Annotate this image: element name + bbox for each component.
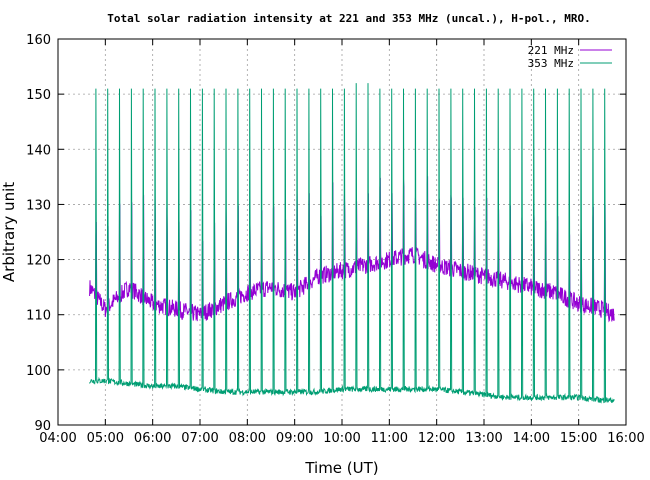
x-tick-label: 13:00 xyxy=(465,431,502,446)
y-tick-label: 140 xyxy=(26,143,51,158)
x-tick-label: 07:00 xyxy=(181,431,218,446)
y-tick-label: 120 xyxy=(26,254,51,269)
legend: 221 MHz 353 MHz xyxy=(528,44,612,70)
y-tick-label: 160 xyxy=(26,33,51,48)
x-axis-ticks: 04:00 05:00 06:00 07:00 08:00 09:00 10:00 11:00… xyxy=(39,39,645,446)
x-tick-label: 06:00 xyxy=(134,431,171,446)
y-tick-label: 90 xyxy=(34,419,51,434)
y-tick-label: 110 xyxy=(26,309,51,324)
x-tick-label: 08:00 xyxy=(229,431,266,446)
y-tick-label: 150 xyxy=(26,88,51,103)
x-tick-label: 04:00 xyxy=(39,431,76,446)
x-tick-label: 09:00 xyxy=(276,431,313,446)
x-tick-label: 10:00 xyxy=(323,431,360,446)
x-tick-label: 16:00 xyxy=(607,431,644,446)
y-tick-label: 130 xyxy=(26,198,51,213)
legend-label-221: 221 MHz xyxy=(528,44,574,57)
chart-title: Total solar radiation intensity at 221 a… xyxy=(107,12,590,25)
series-line-1 xyxy=(89,83,615,404)
x-tick-label: 15:00 xyxy=(560,431,597,446)
legend-label-353: 353 MHz xyxy=(528,57,574,70)
y-tick-label: 100 xyxy=(26,364,51,379)
grid xyxy=(58,39,626,425)
series-line-0 xyxy=(89,176,615,323)
series-group xyxy=(89,83,615,404)
y-axis-ticks: 90 100 110 120 130 140 150 160 xyxy=(26,33,626,434)
x-tick-label: 14:00 xyxy=(513,431,550,446)
x-tick-label: 12:00 xyxy=(418,431,455,446)
x-tick-label: 05:00 xyxy=(87,431,124,446)
y-axis-label: Arbitrary unit xyxy=(0,182,18,282)
x-axis-label: Time (UT) xyxy=(304,459,378,477)
x-tick-label: 11:00 xyxy=(371,431,408,446)
